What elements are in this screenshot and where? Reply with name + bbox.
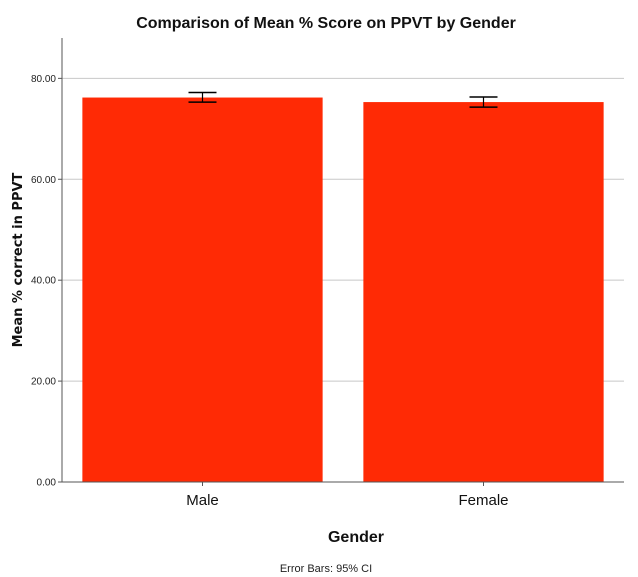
bars <box>82 97 604 482</box>
error-bars <box>188 91 498 108</box>
bar-male <box>82 97 323 482</box>
y-tick-labels: 0.00 20.00 40.00 60.00 80.00 <box>31 74 62 489</box>
bar-female <box>363 102 604 482</box>
x-tick-label: Female <box>458 492 508 509</box>
y-tick-label: 60.00 <box>31 175 56 186</box>
x-tick-label: Male <box>186 492 219 509</box>
error-bars-footnote: Error Bars: 95% CI <box>280 563 372 575</box>
chart-title: Comparison of Mean % Score on PPVT by Ge… <box>136 15 516 32</box>
y-tick-label: 20.00 <box>31 377 56 388</box>
y-tick-label: 40.00 <box>31 276 56 287</box>
y-tick-label: 0.00 <box>37 478 57 489</box>
x-tick-labels: Male Female <box>186 482 509 509</box>
y-tick-label: 80.00 <box>31 74 56 85</box>
y-axis-label: Mean % correct in PPVT <box>11 172 26 347</box>
x-axis-label: Gender <box>328 529 384 546</box>
